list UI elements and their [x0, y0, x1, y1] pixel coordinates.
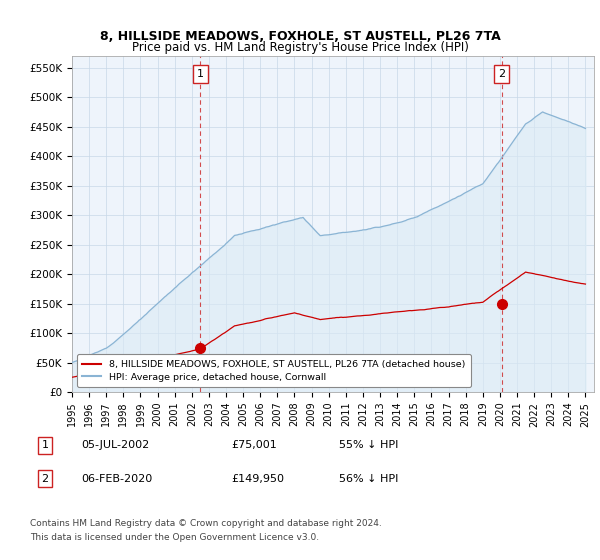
Text: 8, HILLSIDE MEADOWS, FOXHOLE, ST AUSTELL, PL26 7TA: 8, HILLSIDE MEADOWS, FOXHOLE, ST AUSTELL…: [100, 30, 500, 43]
Text: 1: 1: [197, 69, 204, 79]
Legend: 8, HILLSIDE MEADOWS, FOXHOLE, ST AUSTELL, PL26 7TA (detached house), HPI: Averag: 8, HILLSIDE MEADOWS, FOXHOLE, ST AUSTELL…: [77, 354, 471, 388]
Text: 55% ↓ HPI: 55% ↓ HPI: [339, 440, 398, 450]
Text: £149,950: £149,950: [231, 474, 284, 484]
Text: 1: 1: [41, 440, 49, 450]
Text: 05-JUL-2002: 05-JUL-2002: [81, 440, 149, 450]
Text: 2: 2: [498, 69, 505, 79]
Text: Contains HM Land Registry data © Crown copyright and database right 2024.: Contains HM Land Registry data © Crown c…: [30, 519, 382, 528]
Text: Price paid vs. HM Land Registry's House Price Index (HPI): Price paid vs. HM Land Registry's House …: [131, 41, 469, 54]
Text: 2: 2: [41, 474, 49, 484]
Text: 56% ↓ HPI: 56% ↓ HPI: [339, 474, 398, 484]
Text: This data is licensed under the Open Government Licence v3.0.: This data is licensed under the Open Gov…: [30, 533, 319, 542]
Text: 06-FEB-2020: 06-FEB-2020: [81, 474, 152, 484]
Text: £75,001: £75,001: [231, 440, 277, 450]
